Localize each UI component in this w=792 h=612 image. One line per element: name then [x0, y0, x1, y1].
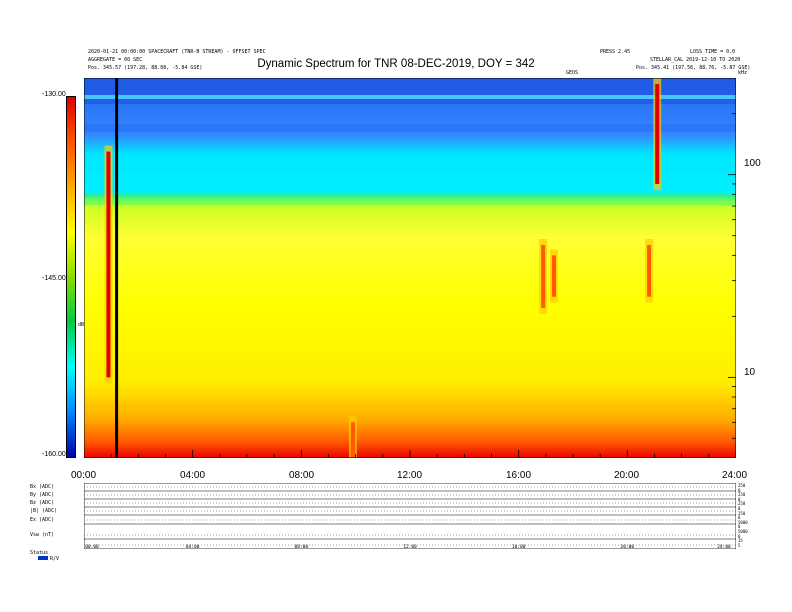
- header-info-right-2: LOSS TIME = 0.0: [690, 49, 736, 55]
- x-tick-label-3: 12:00: [397, 470, 423, 481]
- header-info-right-1: PRESS 2.45: [600, 49, 631, 55]
- header-info-1: 2020-01-21 00:00:00 SPACECRAFT (TNR-B ST…: [88, 49, 266, 55]
- aux-label-6: Status: [30, 550, 49, 556]
- aux-right-label: 250: [738, 492, 746, 498]
- aux-label-3: |B| (ADC): [30, 508, 58, 514]
- aux-panel: 00:00 04:00 08:00 12:00 16:00 20:00 24:00: [84, 483, 736, 549]
- spectrogram-plot: [84, 78, 736, 458]
- x-tick-label-2: 08:00: [289, 470, 315, 481]
- aux-right-label: 0: [738, 533, 741, 539]
- colorbar: [66, 96, 76, 458]
- aux-right-label: 0: [738, 515, 741, 521]
- aux-x-tick-label: 20:00: [621, 544, 635, 549]
- header-info-2: AGGREGATE = 60 SEC: [88, 57, 143, 63]
- aux-label-0: Bx (ADC): [30, 484, 55, 490]
- y-tick-label-10: 10: [744, 367, 756, 378]
- aux-x-tick-label: 24:00: [717, 544, 731, 549]
- x-tick-label-1: 04:00: [180, 470, 206, 481]
- aux-right-labels: 250 0 250 0 250 0 250 0 5000 0 5000 0 15 5: [738, 483, 778, 549]
- upper-band-2: [84, 95, 736, 99]
- upper-band-1: [84, 78, 736, 104]
- x-tick-label-6: 24:00: [722, 470, 748, 481]
- aux-right-label: 15: [738, 538, 743, 544]
- colorbar-label: dB: [78, 322, 85, 328]
- aux-label-4: Ex (ADC): [30, 517, 55, 523]
- aux-x-tick-label: 12:00: [403, 544, 417, 549]
- aux-right-label: 0: [738, 506, 741, 511]
- aux-label-1: By (ADC): [30, 492, 55, 498]
- header-info-right-3: STELLAR_CAL 2019-12-10 TO 2020: [650, 57, 741, 63]
- aux-right-label: 5: [738, 542, 741, 548]
- status-text: R/V: [50, 556, 60, 562]
- aux-x-tick-label: 08:00: [295, 544, 309, 549]
- aux-right-label: 0: [738, 487, 741, 493]
- colorbar-tick-mid: -145.00: [42, 275, 66, 282]
- y-tick-label-100: 100: [744, 158, 761, 169]
- header-info-3: Pos. 345.57 (197.28, 88.08, -5.84 GSE): [88, 65, 203, 71]
- bursts-layer: [104, 78, 662, 458]
- x-tick-label-5: 20:00: [614, 470, 640, 481]
- marker-line: [115, 78, 119, 458]
- marker-layer: [115, 78, 119, 458]
- aux-label-2: Bz (ADC): [30, 500, 55, 506]
- aux-x-tick-label: 04:00: [186, 544, 200, 549]
- upper-band-3: [84, 124, 736, 132]
- aux-x-tick-label: 16:00: [512, 544, 526, 549]
- y-ticks: [728, 78, 736, 458]
- header-info-mid: GEOS: [566, 70, 579, 76]
- aux-right-label: 250: [738, 483, 746, 488]
- aux-right-label: 0: [738, 496, 741, 502]
- burst-1: [655, 84, 660, 184]
- colorbar-tick-top: -130.00: [42, 91, 66, 98]
- aux-right-label: 0: [738, 524, 741, 530]
- corner-unit: kHz: [738, 70, 748, 76]
- aux-rows: 00:00 04:00 08:00 12:00 16:00 20:00 24:00: [84, 486, 736, 549]
- burst-3: [541, 244, 546, 308]
- burst-4: [551, 255, 556, 297]
- x-ticks: [84, 450, 736, 458]
- aux-x-tick-label: 00:00: [85, 544, 99, 549]
- aux-right-label: 250: [738, 501, 746, 507]
- header-info-right-4: Pos. 345.41 (197.56, 88.76, -5.87 GSE): [636, 65, 751, 71]
- aux-right-label: 5000: [738, 519, 748, 525]
- burst-5: [350, 422, 355, 458]
- burst-0: [106, 151, 111, 378]
- x-tick-label-0: 00:00: [71, 470, 97, 481]
- green-band: [84, 199, 736, 205]
- spectrum-background: [84, 78, 736, 458]
- chart-title: Dynamic Spectrum for TNR 08-DEC-2019, DO…: [257, 58, 535, 70]
- burst-2: [647, 244, 652, 297]
- status-indicator: [38, 556, 48, 560]
- aux-right-label: 5000: [738, 529, 748, 534]
- aux-label-5: Vsw (nT): [30, 532, 55, 538]
- x-tick-label-4: 16:00: [506, 470, 532, 481]
- colorbar-tick-bottom: -160.00: [42, 451, 66, 458]
- aux-right-label: 250: [738, 510, 746, 516]
